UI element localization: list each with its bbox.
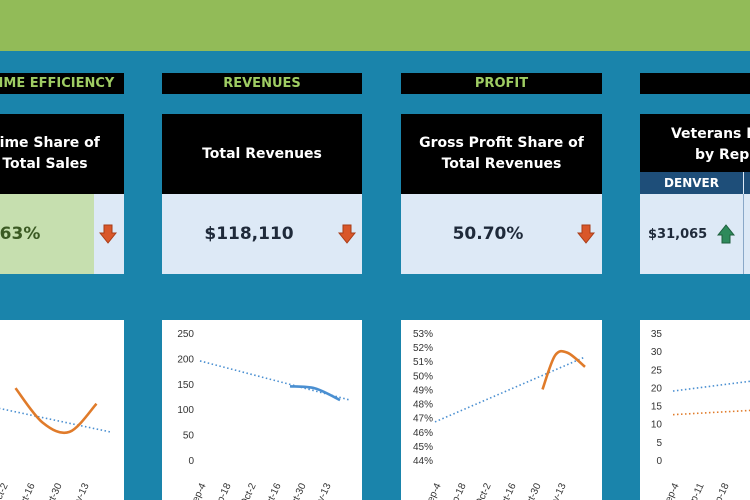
y-tick-label: 48% (413, 400, 433, 411)
kpi-value-box-profit: 50.70% (401, 194, 602, 274)
y-tick-label: 150 (177, 380, 194, 391)
series-line-trend (0, 407, 111, 433)
kpi-title-total-revenues: Total Revenues (162, 114, 362, 194)
y-tick-label: 51% (413, 357, 433, 368)
chart-revenues-plot: 0 50 100 150 200 250 Sep-4 Sep-18 Oct-2 Oct-16 Oct… (177, 329, 351, 500)
y-tick-label: 10 (651, 420, 663, 431)
y-tick-label: 0 (188, 456, 194, 467)
section-header-veterans (640, 73, 750, 94)
y-tick-label: 46% (413, 428, 433, 439)
x-tick-label: Oct-16 (496, 481, 519, 500)
y-tick-label: 20 (651, 383, 663, 394)
y-tick-label: 35 (651, 329, 663, 340)
x-tick-label: Nov-13 (68, 481, 92, 500)
section-header-time-efficiency: TIME EFFICIENCY (0, 73, 124, 94)
x-tick-label: Oct-30 (42, 481, 65, 500)
series-line-recent (14, 387, 98, 435)
chart-veterans: 0 5 10 15 20 25 30 35 Sep-4 Sep-11 Sep-18 (640, 320, 750, 500)
chart-profit: 44% 45% 46% 47% 48% 49% 50% 51% 52% 53% Sep-4 Sep-1… (401, 320, 602, 500)
top-banner (0, 0, 750, 51)
y-tick-label: 50% (413, 371, 433, 382)
kpi-title-line1: Veterans R (670, 126, 750, 142)
kpi-value: $31,065 (648, 226, 708, 242)
x-tick-label: Sep-4 (660, 481, 681, 500)
kpi-title-line2: Total Revenues (441, 156, 562, 172)
rep-label-next (743, 172, 750, 194)
y-tick-label: 50 (183, 431, 195, 442)
arrow-up-icon (717, 224, 735, 244)
y-tick-label: 44% (413, 456, 433, 467)
kpi-value: 50.70% (452, 224, 524, 244)
x-tick-label: Sep-4 (422, 481, 443, 500)
chart-veterans-plot: 0 5 10 15 20 25 30 35 Sep-4 Sep-11 Sep-18 (651, 329, 750, 500)
y-tick-label: 0 (656, 456, 662, 467)
arrow-down-icon (99, 224, 117, 244)
kpi-title-gross-profit: Gross Profit Share of Total Revenues (401, 114, 602, 194)
y-tick-label: 250 (177, 329, 194, 340)
rep-name: DENVER (664, 176, 719, 190)
x-tick-label: Oct-16 (261, 481, 284, 500)
kpi-value-box-veterans: $31,065 (640, 194, 750, 274)
y-tick-label: 200 (177, 354, 194, 365)
section-header-label: REVENUES (223, 76, 301, 91)
section-header-label: PROFIT (474, 76, 529, 91)
chart-revenues: 0 50 100 150 200 250 Sep-4 Sep-18 Oct-2 Oct-16 Oct… (162, 320, 362, 500)
chart-profit-plot: 44% 45% 46% 47% 48% 49% 50% 51% 52% 53% Sep-4 Sep-1… (413, 329, 586, 500)
rep-label-denver: DENVER (640, 172, 743, 194)
kpi-title-line1: Gross Profit Share of (419, 135, 584, 151)
x-tick-label: Oct-2 (238, 481, 258, 500)
kpi-value-box-time-share: 63% (0, 194, 124, 274)
series-line-trend (434, 356, 586, 423)
series-line-recent (289, 385, 341, 402)
kpi-value: 63% (0, 224, 41, 244)
arrow-down-icon (338, 224, 356, 244)
x-tick-label: Nov-13 (310, 481, 334, 500)
arrow-down-icon (577, 224, 595, 244)
series-line-trend-b (672, 409, 750, 416)
x-tick-label: Oct-16 (15, 481, 38, 500)
y-tick-label: 49% (413, 385, 433, 396)
x-tick-label: Oct-2 (0, 481, 11, 500)
section-header-label: TIME EFFICIENCY (0, 76, 115, 91)
x-tick-label: Sep-11 (683, 481, 706, 500)
x-tick-label: Nov-13 (545, 481, 569, 500)
y-tick-label: 100 (177, 405, 194, 416)
x-tick-label: Sep-18 (708, 481, 732, 500)
y-tick-label: 47% (413, 414, 433, 425)
kpi-title-line1: Total Revenues (202, 145, 322, 162)
section-header-profit: PROFIT (401, 73, 602, 94)
x-tick-label: Oct-2 (473, 481, 493, 500)
section-header-revenues: REVENUES (162, 73, 362, 94)
kpi-title-line2: Total Sales (2, 156, 88, 172)
y-tick-label: 52% (413, 343, 433, 354)
highlight-cell (0, 194, 94, 274)
x-tick-label: Oct-30 (286, 481, 309, 500)
y-tick-label: 25 (651, 365, 663, 376)
series-line-trend-a (672, 380, 750, 392)
x-tick-label: Sep-18 (210, 481, 234, 500)
chart-time-share-plot: Oct-2 Oct-16 Oct-30 Nov-13 (0, 387, 111, 500)
y-tick-label: 5 (656, 438, 662, 449)
y-tick-label: 45% (413, 442, 433, 453)
x-tick-label: Sep-4 (187, 481, 208, 500)
series-line-recent (541, 349, 586, 390)
kpi-title-veterans: Veterans R by Rep (640, 114, 750, 172)
kpi-title-line1: Time Share of (0, 135, 100, 151)
kpi-value: $118,110 (204, 224, 294, 244)
chart-time-share: Oct-2 Oct-16 Oct-30 Nov-13 (0, 320, 124, 500)
kpi-title-line2: by Rep (694, 147, 750, 163)
y-tick-label: 15 (651, 402, 663, 413)
y-tick-label: 30 (651, 347, 663, 358)
y-tick-label: 53% (413, 329, 433, 340)
x-tick-label: Oct-30 (521, 481, 544, 500)
x-tick-label: Sep-18 (445, 481, 469, 500)
kpi-value-box-revenues: $118,110 (162, 194, 362, 274)
kpi-title-time-share: Time Share of Total Sales (0, 114, 124, 194)
